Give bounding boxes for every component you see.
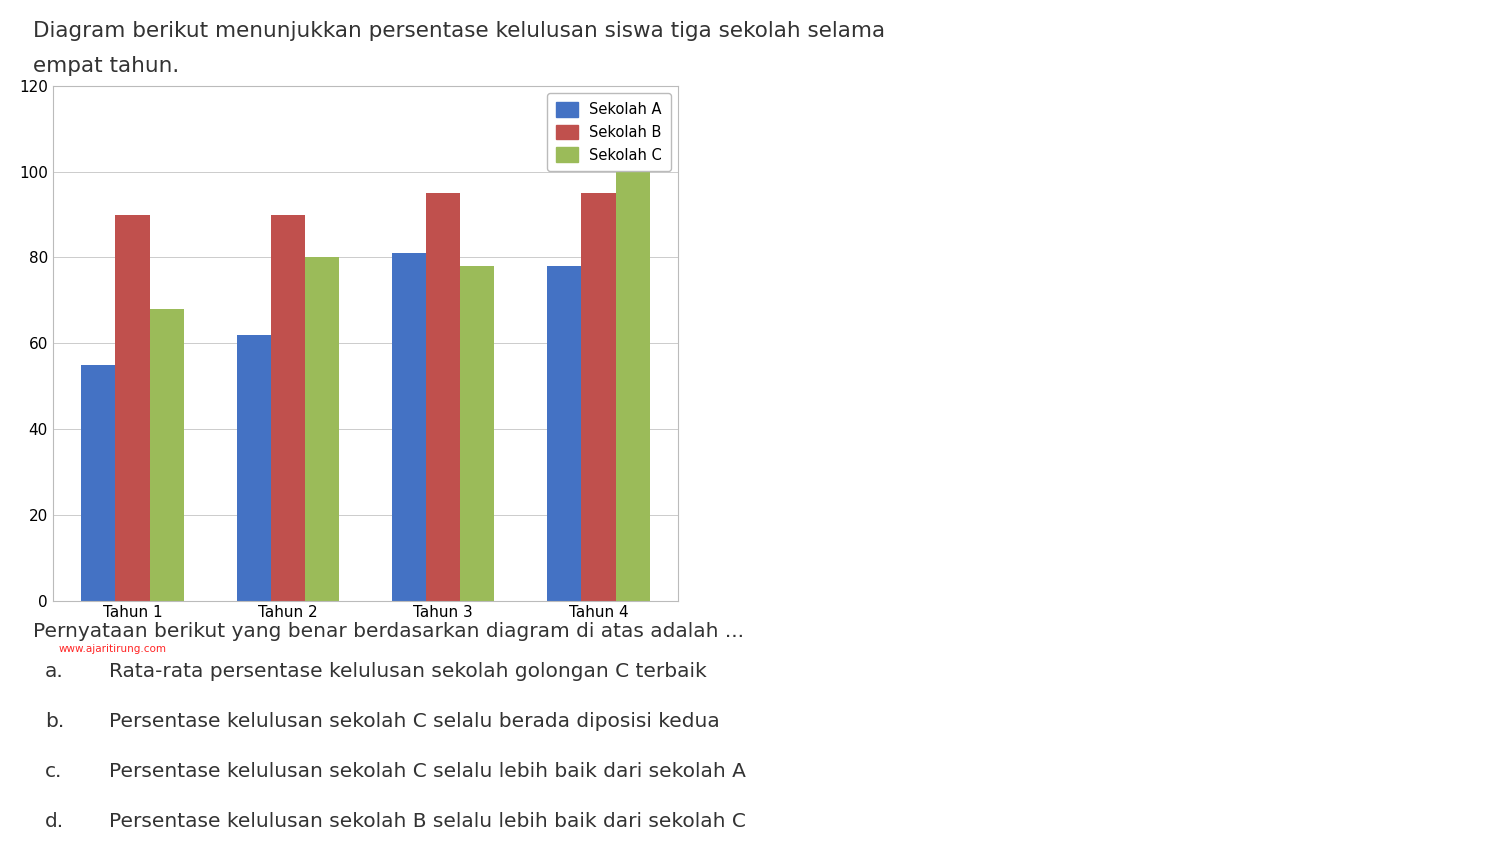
- Text: c.: c.: [45, 762, 63, 781]
- Text: d.: d.: [45, 812, 65, 831]
- Text: Diagram berikut menunjukkan persentase kelulusan siswa tiga sekolah selama: Diagram berikut menunjukkan persentase k…: [33, 21, 885, 41]
- Text: b.: b.: [45, 712, 65, 731]
- Text: a.: a.: [45, 662, 63, 681]
- Text: Rata-rata persentase kelulusan sekolah golongan C terbaik: Rata-rata persentase kelulusan sekolah g…: [109, 662, 707, 681]
- Text: www.ajaritirung.com: www.ajaritirung.com: [59, 644, 167, 655]
- Text: Persentase kelulusan sekolah C selalu lebih baik dari sekolah A: Persentase kelulusan sekolah C selalu le…: [109, 762, 746, 781]
- Text: Persentase kelulusan sekolah C selalu berada diposisi kedua: Persentase kelulusan sekolah C selalu be…: [109, 712, 719, 731]
- Bar: [81, 365, 116, 601]
- Bar: [615, 172, 650, 601]
- Bar: [392, 253, 426, 601]
- Bar: [237, 335, 271, 601]
- Bar: [582, 193, 615, 601]
- Bar: [460, 266, 494, 601]
- Text: empat tahun.: empat tahun.: [33, 56, 179, 76]
- Bar: [149, 309, 184, 601]
- Legend: Sekolah A, Sekolah B, Sekolah C: Sekolah A, Sekolah B, Sekolah C: [547, 93, 671, 172]
- Bar: [426, 193, 460, 601]
- Text: Pernyataan berikut yang benar berdasarkan diagram di atas adalah ...: Pernyataan berikut yang benar berdasarka…: [33, 622, 744, 641]
- Bar: [547, 266, 582, 601]
- Bar: [304, 257, 339, 601]
- Bar: [271, 214, 304, 601]
- Bar: [116, 214, 149, 601]
- Text: Persentase kelulusan sekolah B selalu lebih baik dari sekolah C: Persentase kelulusan sekolah B selalu le…: [109, 812, 746, 831]
